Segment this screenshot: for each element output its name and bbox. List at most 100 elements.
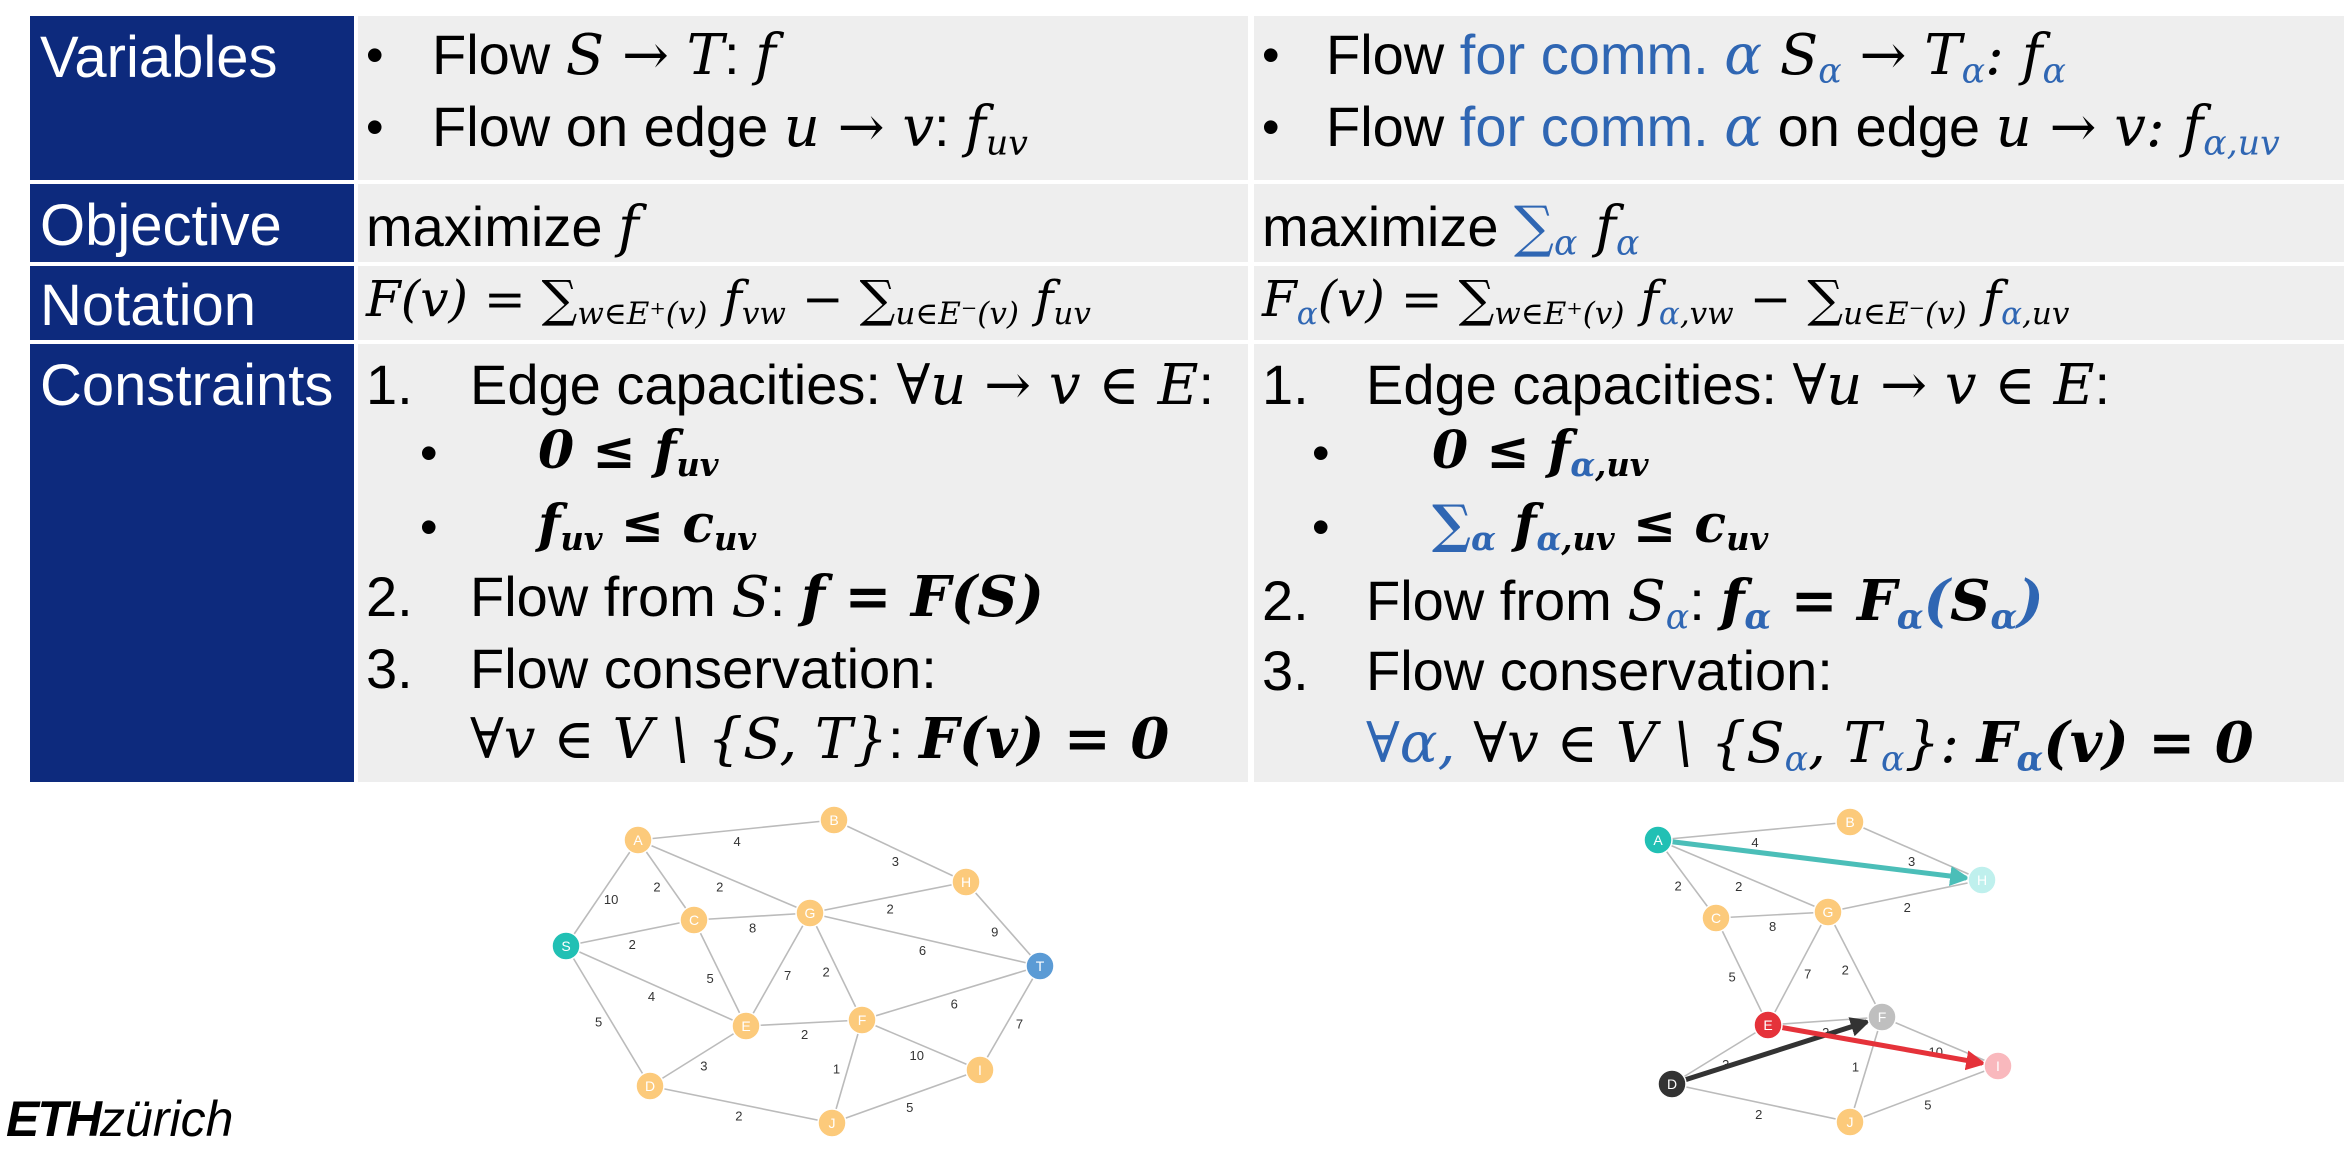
right-variables-cell — [1254, 16, 2344, 180]
objective-header: Objective — [30, 184, 354, 262]
graph2-edge-C-E — [1715, 917, 1769, 1026]
left-variable-flow: Flow S → T: f — [432, 23, 776, 88]
graph2-edge-D-J — [1671, 1083, 1851, 1123]
graph1-edge-E-F — [745, 1019, 863, 1027]
left-constraint-conservation: Flow conservation: — [470, 637, 937, 700]
graph1-edge-C-E — [693, 919, 747, 1027]
eth-zurich-logo: ETHzürich — [6, 1091, 234, 1147]
graph2-node-label: E — [1763, 1017, 1772, 1033]
graph2-node-H: H — [1967, 865, 1997, 895]
graph2-edge-A-C — [1657, 839, 1717, 919]
left-c2-number: 2. — [366, 565, 413, 628]
graph2-edge-label: 5 — [1924, 1097, 1931, 1112]
constraints-header-label: Constraints — [40, 353, 334, 418]
right-constraint-capacity: ∑α fα,uv ≤ cuv — [1432, 494, 1769, 559]
left-objective: maximize f — [366, 195, 639, 260]
graph2-node-label: H — [1977, 872, 1987, 888]
graph1-edge-label: 6 — [951, 997, 958, 1012]
graph1-edge-label: 3 — [700, 1058, 707, 1073]
graph2-edge-label: 5 — [1728, 969, 1735, 984]
graph1-edge-C-G — [693, 912, 811, 921]
graph2-edge-A-G — [1657, 839, 1829, 913]
graph1-edge-label: 2 — [653, 879, 660, 894]
single-commodity-graph: 4 3 2 10 2 2 8 2 9 5 6 7 2 6 4 5 3 2 1 10 7 2 5 A B C G H S T E F D I J — [551, 805, 1055, 1138]
graph2-edge-label: 2 — [1904, 900, 1911, 915]
graph1-node-S: S — [551, 931, 581, 961]
left-c1-number: 1. — [366, 353, 413, 416]
graph2-edge-label: 7 — [1804, 967, 1811, 982]
left-variable-edge-flow: Flow on edge u → v: fuv — [432, 95, 1028, 164]
right-variable-edge-flow: Flow for comm. α on edge u → v: fα,uv — [1326, 95, 2280, 164]
graph1-edge-label: 4 — [733, 834, 740, 849]
graph1-edge-A-G — [637, 839, 811, 914]
graph1-node-H: H — [951, 867, 981, 897]
right-constraint-conservation-formula: ∀α, ∀v ∈ V \ {Sα, Tα}: Fα(v) = 0 — [1366, 710, 2254, 780]
graph2-edge-A-B — [1657, 821, 1851, 841]
right-objective: maximize ∑α fα — [1262, 195, 1640, 264]
right-notation-cell — [1254, 266, 2344, 340]
graph2-node-E: E — [1753, 1010, 1783, 1040]
right-objective-cell — [1254, 184, 2344, 262]
variables-header: Variables — [30, 16, 354, 180]
left-c3-number: 3. — [366, 637, 413, 700]
graph2-edge-J-I — [1849, 1065, 1999, 1123]
graph1-node-label: A — [633, 832, 643, 848]
graph1-node-label: F — [858, 1012, 867, 1028]
graph1-edge-S-D — [565, 945, 651, 1087]
graph1-edge-label: 9 — [991, 924, 998, 939]
graph1-edge-S-E — [565, 945, 747, 1027]
graph2-node-label: C — [1711, 910, 1721, 926]
graph1-edge-F-J — [831, 1019, 863, 1124]
graph2-node-label: F — [1878, 1009, 1887, 1025]
graph1-edge-I-T — [979, 965, 1041, 1071]
graph1-node-C: C — [679, 905, 709, 935]
right-var2-bullet: • — [1262, 99, 1280, 155]
graph1-edge-G-H — [809, 881, 967, 914]
right-c1-number: 1. — [1262, 353, 1309, 416]
graph1-node-label: H — [961, 874, 971, 890]
graph2-edge-label: 2 — [1842, 963, 1849, 978]
graph2-edge-D-E — [1671, 1024, 1769, 1085]
graph2-node-label: I — [1996, 1058, 2000, 1074]
graph1-node-label: B — [829, 812, 838, 828]
graph1-edge-label: 8 — [749, 920, 756, 935]
graph2-node-G: G — [1813, 897, 1843, 927]
graph2-commodity-arrow-E-I — [1767, 1022, 1987, 1071]
graph1-edge-G-F — [809, 912, 863, 1021]
graph1-edge-label: 2 — [735, 1108, 742, 1123]
graph1-node-E: E — [731, 1011, 761, 1041]
graph1-node-label: C — [689, 912, 699, 928]
graph1-edge-label: 1 — [833, 1061, 840, 1076]
graph1-edge-F-T — [861, 965, 1041, 1021]
graph2-edge-label: 4 — [1751, 835, 1758, 850]
right-notation: Fα(v) = ∑w∈E⁺(v) fα,vw − ∑u∈E⁻(v) fα,uv — [1262, 270, 2070, 332]
graph2-node-label: J — [1847, 1114, 1854, 1130]
graph1-edge-label: 10 — [909, 1048, 923, 1063]
right-variable-flow: Flow for comm. α Sα → Tα: fα — [1326, 23, 2066, 92]
graph2-node-J: J — [1835, 1107, 1865, 1137]
graph2-edge-label: 3 — [1908, 854, 1915, 869]
right-constraints-cell — [1254, 344, 2344, 782]
multi-commodity-graph: 4322282572321015ABCGHEFDIJ — [1643, 807, 2013, 1137]
left-constraint-source: Flow from S: f = F(S) — [470, 564, 1045, 630]
graph1-edge-label: 5 — [906, 1100, 913, 1115]
graph2-node-label: B — [1845, 814, 1854, 830]
left-c1a-bullet: • — [420, 425, 438, 481]
left-c1b-bullet: • — [420, 499, 438, 555]
graph1-edge-G-T — [809, 912, 1041, 967]
graph2-node-D: D — [1657, 1069, 1687, 1099]
graph2-node-label: G — [1823, 904, 1834, 920]
graph1-edge-A-B — [637, 819, 835, 841]
graph2-node-B: B — [1835, 807, 1865, 837]
graph2-edge-G-F — [1827, 911, 1883, 1018]
graph1-edge-B-H — [833, 819, 967, 883]
graph1-edge-S-C — [565, 919, 695, 947]
graph1-edge-D-J — [649, 1085, 833, 1124]
graph2-edge-F-J — [1849, 1016, 1883, 1123]
graph1-edge-J-I — [831, 1069, 981, 1124]
graph1-node-label: D — [645, 1078, 655, 1094]
graph1-node-B: B — [819, 805, 849, 835]
right-constraint-conservation: Flow conservation: — [1366, 639, 1833, 702]
graph2-edge-label: 2 — [1735, 879, 1742, 894]
graph1-node-I: I — [965, 1055, 995, 1085]
